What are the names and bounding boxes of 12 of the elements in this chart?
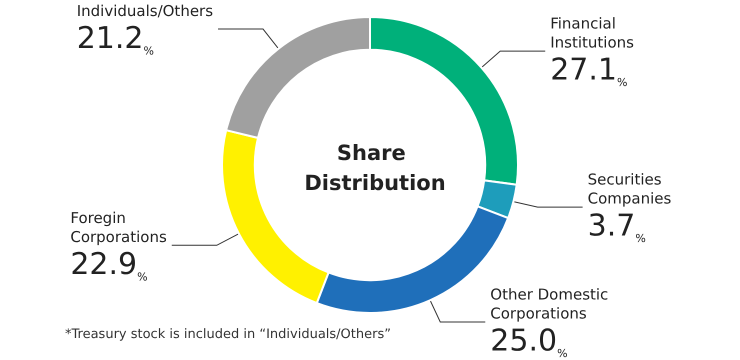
text: Share Distribution	[304, 141, 446, 195]
data-label: 3.7%	[588, 208, 646, 246]
data-label: 25.0%	[490, 324, 568, 360]
slice-label: Individuals/Others	[76, 2, 214, 20]
slice-label: Foregin Corporations	[70, 208, 167, 246]
data-label: 22.9%	[70, 246, 148, 284]
data-label: 27.1%	[550, 52, 628, 90]
text: *Treasury stock is included in “Individuals/Others”	[65, 327, 391, 342]
slice-label: Financial Institutions	[550, 14, 634, 52]
slice-label: Other Domestic Corporations	[490, 286, 608, 322]
slice-label: Securities Companies	[588, 170, 672, 208]
data-label: 21.2%	[76, 21, 154, 58]
